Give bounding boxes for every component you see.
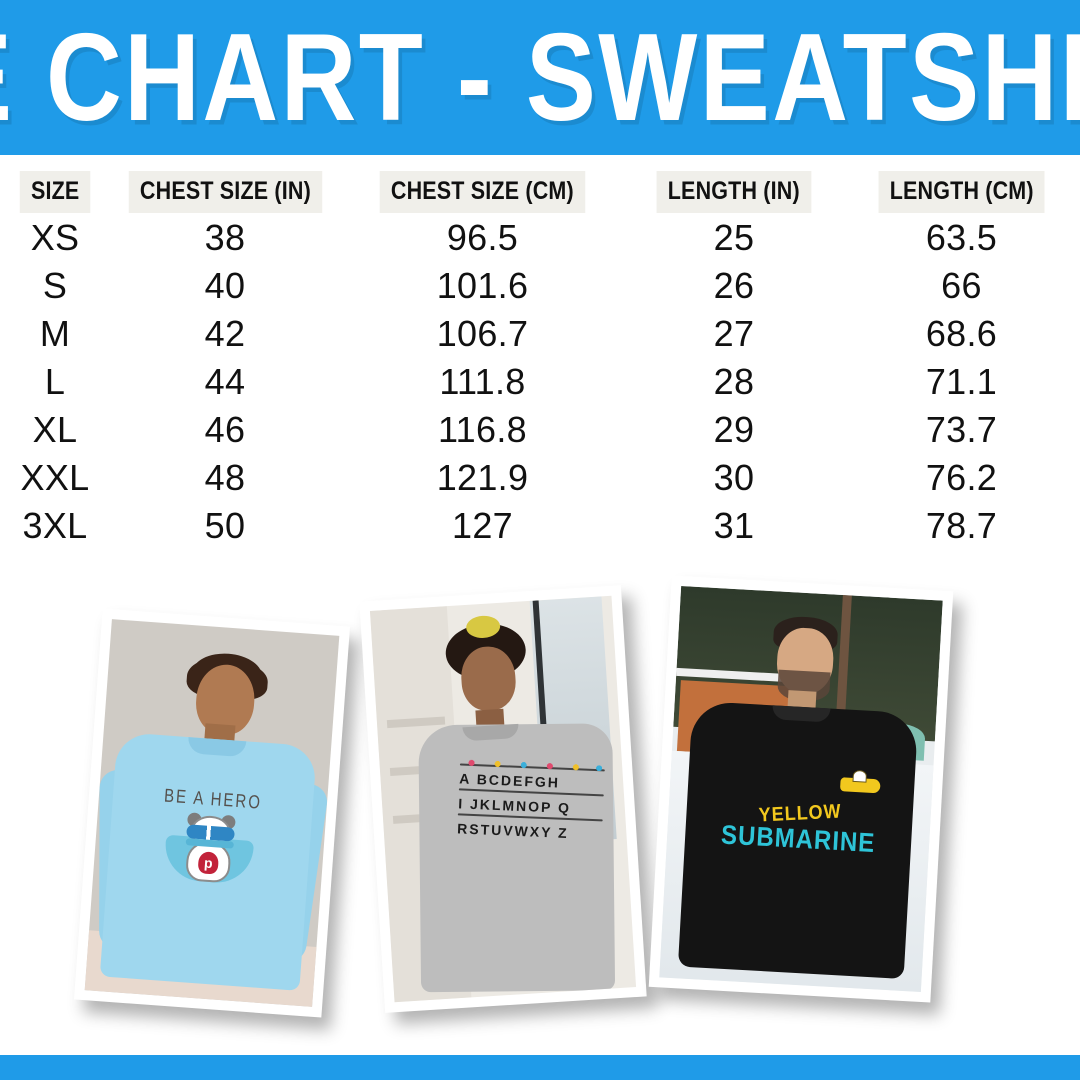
cell-length-in: 27 bbox=[713, 313, 755, 354]
cell-length-cm: 76.2 bbox=[925, 457, 998, 498]
header-banner: SIZE CHART - SWEATSHIRTS bbox=[0, 0, 1080, 155]
column-header-chest-cm: CHEST SIZE (CM) bbox=[340, 170, 625, 214]
cell-size: L bbox=[44, 361, 66, 402]
garment-graphic: BE A HERO p bbox=[135, 785, 282, 944]
cell-chest-in: 46 bbox=[204, 409, 246, 450]
graphic-text-line-3: RSTUVWXY Z bbox=[457, 821, 603, 843]
cell-chest-in: 50 bbox=[204, 505, 246, 546]
column-header-label: LENGTH (CM) bbox=[878, 171, 1045, 213]
cell-length-cm: 63.5 bbox=[925, 217, 998, 258]
table-row: XL 46 116.8 29 73.7 bbox=[0, 406, 1080, 454]
cell-size: XL bbox=[32, 409, 78, 450]
cell-chest-in: 48 bbox=[204, 457, 246, 498]
cell-chest-in: 42 bbox=[204, 313, 246, 354]
photo-image-alphabet-lights: A BCDEFGH I JKLMNOP Q RSTUVWXY Z bbox=[369, 595, 637, 1003]
column-header-length-cm: LENGTH (CM) bbox=[843, 170, 1080, 214]
table-body: XS 38 96.5 25 63.5 S 40 101.6 26 66 M 42… bbox=[0, 214, 1080, 550]
cell-chest-cm: 127 bbox=[452, 505, 513, 546]
table-header-row: SIZE CHEST SIZE (IN) CHEST SIZE (CM) LEN… bbox=[0, 170, 1080, 214]
page-title: SIZE CHART - SWEATSHIRTS bbox=[0, 7, 1080, 148]
table-row: XXL 48 121.9 30 76.2 bbox=[0, 454, 1080, 502]
cell-chest-in: 40 bbox=[204, 265, 246, 306]
column-header-label: CHEST SIZE (IN) bbox=[128, 171, 322, 213]
garment-graphic: YELLOW SUBMARINE bbox=[702, 768, 896, 888]
graphic-text-bottom: SUBMARINE bbox=[720, 819, 877, 859]
column-header-length-in: LENGTH (IN) bbox=[625, 170, 843, 214]
cell-chest-cm: 116.8 bbox=[438, 409, 527, 450]
cell-length-in: 31 bbox=[713, 505, 755, 546]
cell-length-in: 26 bbox=[713, 265, 755, 306]
table-row: 3XL 50 127 31 78.7 bbox=[0, 502, 1080, 550]
table-row: XS 38 96.5 25 63.5 bbox=[0, 214, 1080, 262]
photo-image-yellow-submarine: YELLOW SUBMARINE bbox=[659, 585, 943, 993]
cell-length-cm: 66 bbox=[941, 265, 982, 306]
cell-size: XS bbox=[30, 217, 80, 258]
column-header-chest-in: CHEST SIZE (IN) bbox=[110, 170, 340, 214]
footer-bar bbox=[0, 1055, 1080, 1080]
cell-length-cm: 71.1 bbox=[925, 361, 998, 402]
cell-length-in: 29 bbox=[713, 409, 755, 450]
cell-chest-cm: 101.6 bbox=[436, 265, 529, 306]
table-header: SIZE CHEST SIZE (IN) CHEST SIZE (CM) LEN… bbox=[0, 170, 1080, 214]
cell-chest-in: 38 bbox=[204, 217, 246, 258]
table-row: M 42 106.7 27 68.6 bbox=[0, 310, 1080, 358]
photo-card-yellow-submarine: YELLOW SUBMARINE bbox=[648, 575, 954, 1003]
cell-length-in: 28 bbox=[713, 361, 755, 402]
cell-length-cm: 78.7 bbox=[925, 505, 998, 546]
cell-length-cm: 73.7 bbox=[925, 409, 998, 450]
cell-length-in: 25 bbox=[713, 217, 755, 258]
column-header-label: SIZE bbox=[19, 171, 91, 213]
cell-size: S bbox=[42, 265, 68, 306]
cell-length-cm: 68.6 bbox=[925, 313, 998, 354]
size-chart-table-wrap: SIZE CHEST SIZE (IN) CHEST SIZE (CM) LEN… bbox=[0, 170, 1080, 550]
cell-length-in: 30 bbox=[713, 457, 755, 498]
cell-size: M bbox=[39, 313, 71, 354]
column-header-label: LENGTH (IN) bbox=[656, 171, 812, 213]
column-header-size: SIZE bbox=[0, 170, 110, 214]
table-row: L 44 111.8 28 71.1 bbox=[0, 358, 1080, 406]
cell-chest-cm: 96.5 bbox=[446, 217, 519, 258]
panda-icon: p bbox=[163, 811, 255, 887]
cell-chest-cm: 111.8 bbox=[439, 361, 526, 402]
column-header-label: CHEST SIZE (CM) bbox=[379, 171, 586, 213]
photo-collage: BE A HERO p bbox=[0, 575, 1080, 1055]
cell-chest-cm: 106.7 bbox=[436, 313, 529, 354]
size-chart-table: SIZE CHEST SIZE (IN) CHEST SIZE (CM) LEN… bbox=[0, 170, 1080, 550]
photo-card-alphabet-lights: A BCDEFGH I JKLMNOP Q RSTUVWXY Z bbox=[359, 585, 647, 1013]
cell-size: XXL bbox=[20, 457, 90, 498]
cell-chest-cm: 121.9 bbox=[436, 457, 529, 498]
cell-size: 3XL bbox=[22, 505, 88, 546]
table-row: S 40 101.6 26 66 bbox=[0, 262, 1080, 310]
photo-image-be-a-hero: BE A HERO p bbox=[84, 619, 340, 1007]
submarine-icon bbox=[840, 777, 881, 794]
photo-card-be-a-hero: BE A HERO p bbox=[73, 608, 351, 1018]
cell-chest-in: 44 bbox=[204, 361, 246, 402]
garment-graphic: A BCDEFGH I JKLMNOP Q RSTUVWXY Z bbox=[454, 758, 605, 895]
